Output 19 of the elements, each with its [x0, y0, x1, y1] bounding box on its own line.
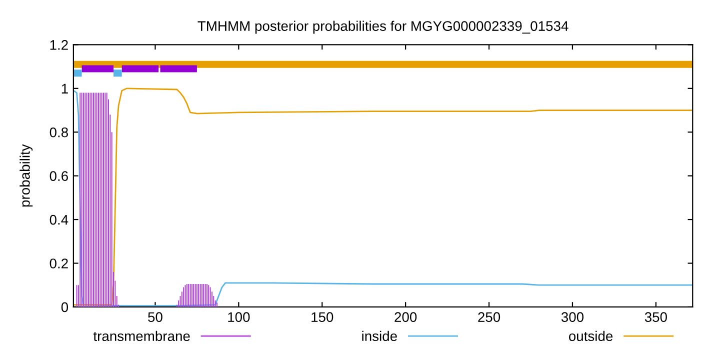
y-tick-label: 0.2 [50, 258, 68, 268]
x-tick-label: 150 [312, 312, 334, 322]
x-tick-label: 50 [148, 312, 162, 322]
x-tick-label: 300 [561, 312, 584, 322]
x-tick-label: 350 [644, 312, 667, 322]
y-tick-label: 0.8 [50, 127, 68, 138]
y-tick-label: 0 [61, 302, 68, 312]
x-tick-label: 200 [394, 312, 417, 322]
y-axis-title: probability [20, 144, 33, 207]
x-tick-label: 250 [478, 312, 500, 322]
y-tick-label: 0.6 [50, 171, 68, 181]
y-tick-label: 1 [62, 84, 68, 94]
chart-title: TMHMM posterior probabilities for MGYG000002339_01534 [198, 20, 568, 34]
legend-label: inside [362, 330, 397, 342]
legend-label: outside [568, 330, 613, 342]
x-tick-label: 100 [228, 312, 250, 322]
y-tick-label: 0.4 [50, 214, 68, 225]
legend-label: transmembrane [93, 330, 190, 342]
y-tick-label: 1.2 [50, 40, 68, 50]
